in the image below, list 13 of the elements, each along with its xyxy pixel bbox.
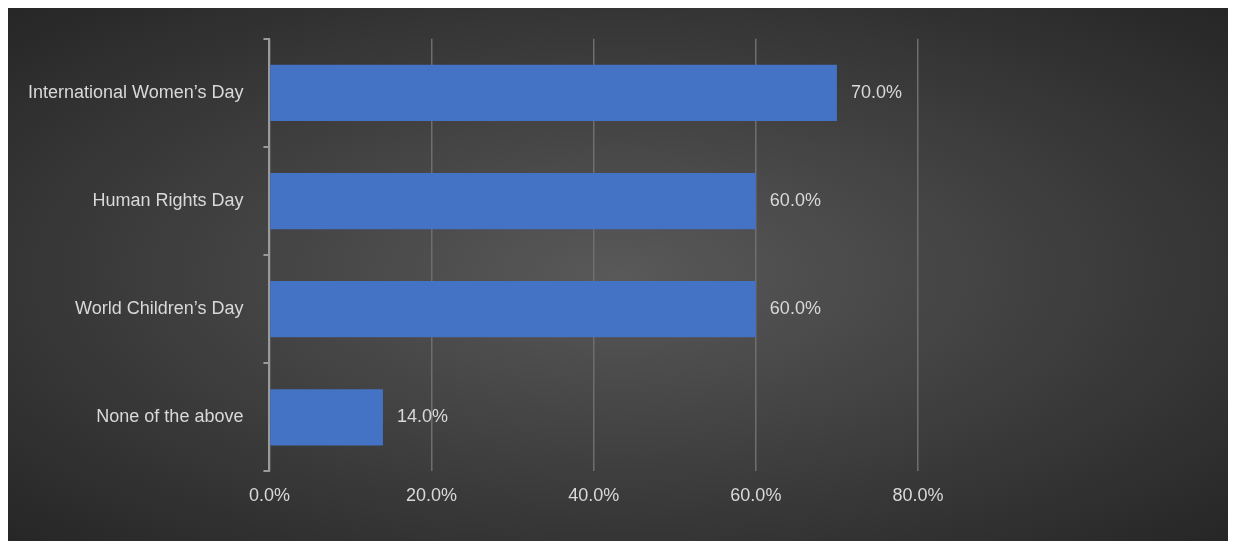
y-tick-label: World Children’s Day: [75, 298, 244, 319]
x-tick-label: 80.0%: [892, 485, 944, 506]
x-tick-label: 60.0%: [730, 485, 782, 506]
y-tick-label: International Women’s Day: [27, 81, 244, 102]
x-tick-label: 20.0%: [406, 485, 458, 506]
data-label: 70.0%: [850, 81, 902, 102]
data-label: 60.0%: [769, 189, 821, 210]
x-tick-label: 40.0%: [568, 485, 620, 506]
y-tick-label: None of the above: [96, 406, 244, 427]
y-tick-label: Human Rights Day: [92, 189, 244, 210]
x-tick-label: 0.0%: [248, 485, 290, 506]
data-label: 14.0%: [396, 406, 448, 427]
data-label: 60.0%: [769, 298, 821, 319]
